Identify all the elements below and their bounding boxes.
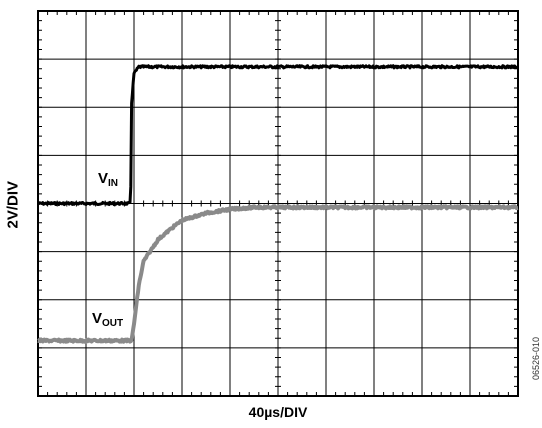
trace-label-subscript: OUT [102, 318, 123, 329]
trace-label-main: V [98, 170, 108, 187]
trace-label-main: V [92, 310, 102, 327]
trace-label-vout: VOUT [92, 310, 123, 329]
figure-id: 06526-010 [531, 336, 541, 380]
trace-label-subscript: IN [108, 178, 118, 189]
trace-label-vin: VIN [98, 170, 118, 189]
trace-vout [36, 204, 520, 344]
x-axis-label: 40µs/DIV [248, 404, 308, 420]
y-axis-label: 2V/DIV [4, 180, 22, 229]
trace-vin [37, 64, 519, 207]
